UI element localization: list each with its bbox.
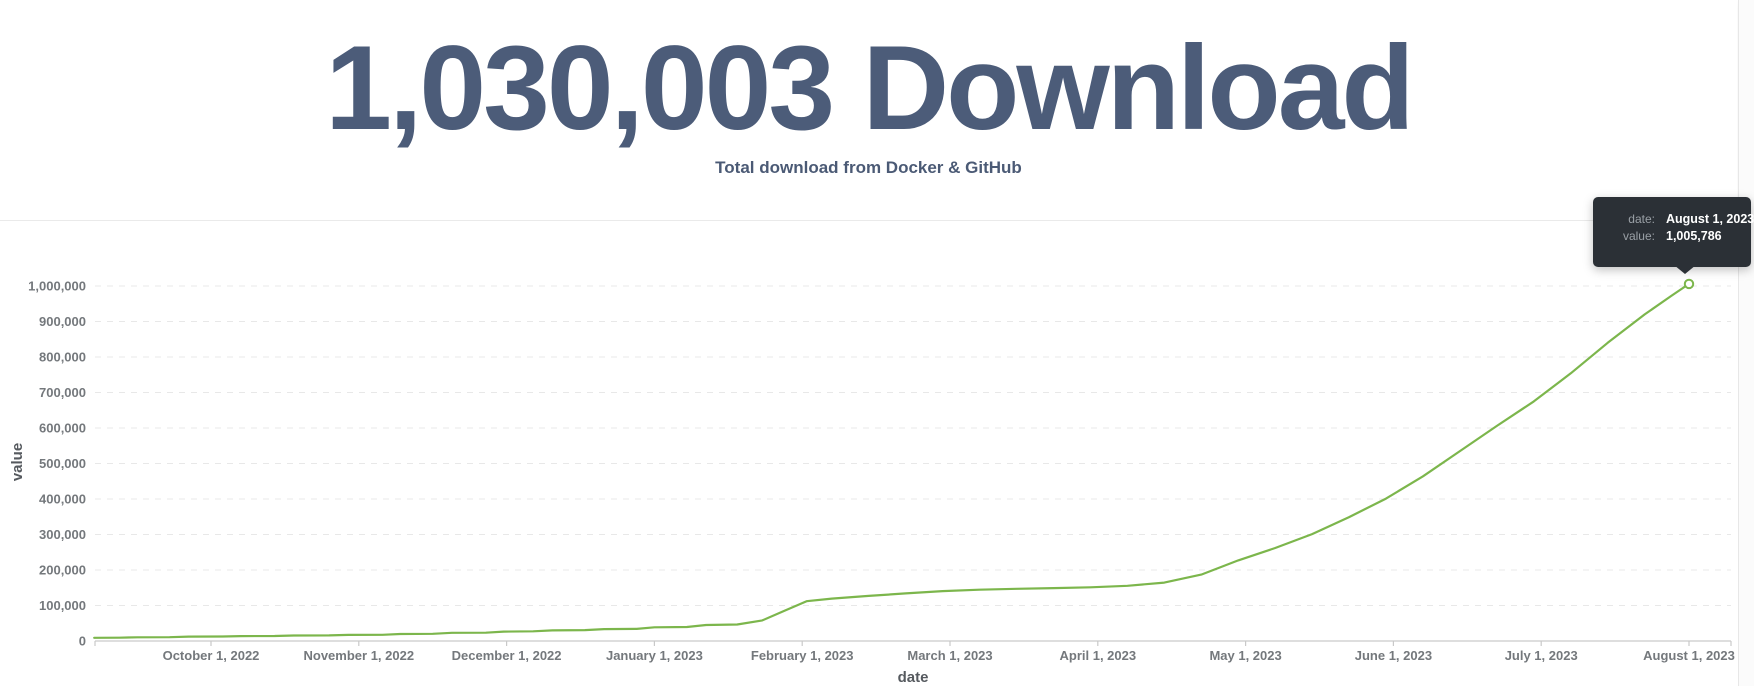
download-line-chart: October 1, 2022 November 1, 2022 December …: [0, 221, 1738, 686]
x-axis-title: date: [898, 669, 929, 686]
highlighted-point-marker[interactable]: [1683, 278, 1695, 290]
x-tick-label: February 1, 2023: [751, 648, 854, 663]
x-tick-label: June 1, 2023: [1355, 648, 1432, 663]
x-tick-label: July 1, 2023: [1505, 648, 1578, 663]
y-axis-title: value: [9, 443, 26, 481]
line-chart-canvas[interactable]: October 1, 2022 November 1, 2022 December …: [0, 221, 1738, 686]
tooltip-value-value: 1,005,786: [1666, 229, 1722, 243]
y-tick-label: 0: [79, 634, 86, 649]
tooltip-caret: [1674, 265, 1696, 274]
y-tick-label: 400,000: [39, 492, 86, 507]
x-tick-label: December 1, 2022: [452, 648, 562, 663]
y-tick-label: 500,000: [39, 456, 86, 471]
tooltip-date-row: date: August 1, 2023: [1603, 211, 1754, 228]
y-tick-label: 200,000: [39, 563, 86, 578]
header: 1,030,003 Download Total download from D…: [0, 0, 1737, 221]
page-subtitle: Total download from Docker & GitHub: [715, 158, 1022, 177]
x-tick-label: April 1, 2023: [1059, 648, 1136, 663]
tooltip-date-value: August 1, 2023: [1666, 212, 1754, 226]
y-tick-label: 900,000: [39, 314, 86, 329]
x-tick-label: January 1, 2023: [606, 648, 703, 663]
x-tick-label: October 1, 2022: [163, 648, 260, 663]
scrollbar-track[interactable]: [1738, 0, 1754, 686]
y-tick-label: 300,000: [39, 527, 86, 542]
tooltip-date-label: date:: [1628, 212, 1655, 226]
x-tick-label: November 1, 2022: [304, 648, 415, 663]
tooltip-value-label: value:: [1622, 229, 1655, 243]
chart-tooltip: date: August 1, 2023 value: 1,005,786: [1593, 197, 1754, 274]
y-tick-label: 700,000: [39, 385, 86, 400]
page-title: 1,030,003 Download: [325, 21, 1414, 155]
x-tick-label: August 1, 2023: [1643, 648, 1735, 663]
y-tick-label: 1,000,000: [28, 279, 86, 294]
series-line-value[interactable]: [93, 282, 1691, 639]
x-tick-label: May 1, 2023: [1209, 648, 1281, 663]
x-tick-label: March 1, 2023: [907, 648, 992, 663]
y-tick-label: 100,000: [39, 598, 86, 613]
tooltip-value-row: value: 1,005,786: [1603, 228, 1737, 245]
y-tick-label: 800,000: [39, 350, 86, 365]
y-tick-label: 600,000: [39, 421, 86, 436]
